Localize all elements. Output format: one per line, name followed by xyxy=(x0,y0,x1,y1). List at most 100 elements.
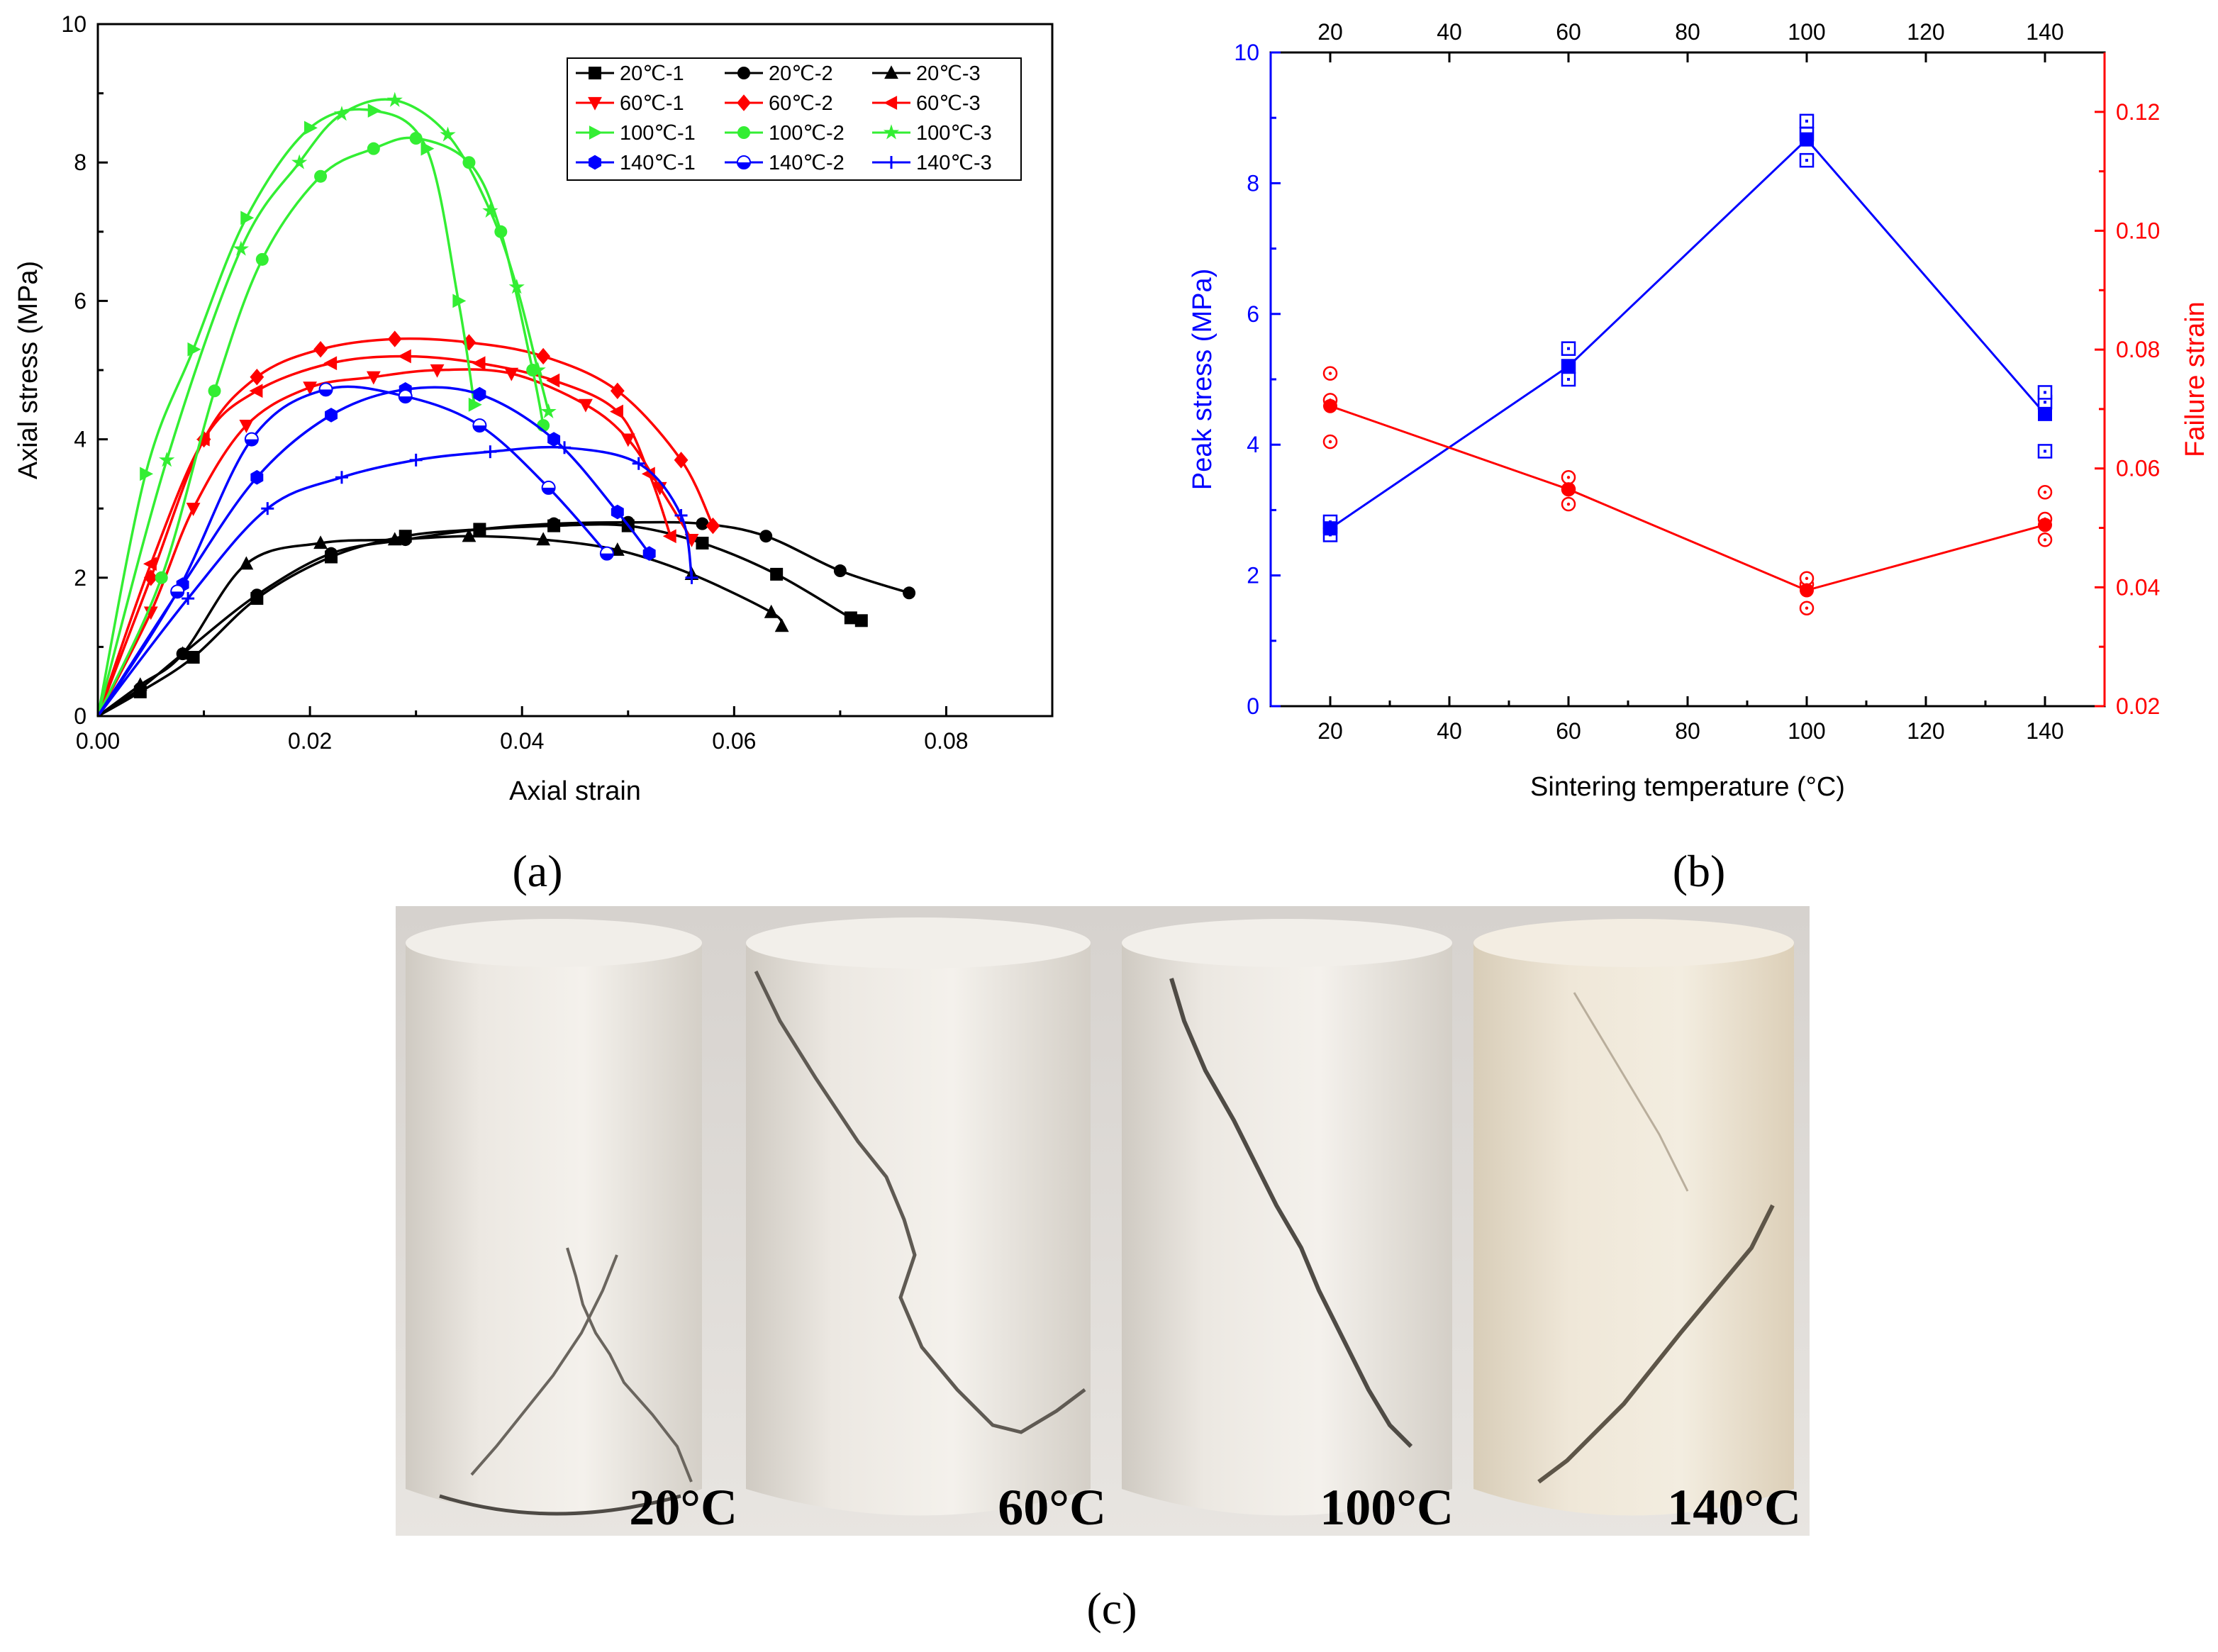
data-point xyxy=(611,504,624,520)
data-point xyxy=(244,432,259,447)
peak-stress-sample xyxy=(2037,385,2053,400)
data-point xyxy=(313,341,328,358)
y-tick-label: 10 xyxy=(61,11,87,37)
data-point xyxy=(430,364,445,378)
series-5 xyxy=(96,349,676,717)
crack-line xyxy=(1537,1204,1775,1484)
series-11 xyxy=(96,441,698,718)
data-point xyxy=(620,433,635,447)
data-point xyxy=(143,569,158,586)
data-point xyxy=(662,529,676,544)
legend-marker xyxy=(589,67,601,79)
legend-marker xyxy=(737,126,750,139)
y-left-tick-label: 2 xyxy=(1247,563,1259,588)
x-tick-label: 120 xyxy=(1907,718,1944,744)
series-line xyxy=(96,445,693,718)
x-tick-label: 40 xyxy=(1437,718,1462,744)
data-point xyxy=(323,356,338,371)
x-top-tick-label: 120 xyxy=(1907,19,1944,45)
panel-label-c: (c) xyxy=(1086,1583,1137,1634)
data-point xyxy=(641,467,655,481)
series-line xyxy=(96,98,550,717)
peak-stress-sample xyxy=(1561,341,1576,356)
photo-label-140c: 140°C xyxy=(1667,1479,1801,1536)
data-point xyxy=(854,614,868,627)
data-point xyxy=(536,347,551,365)
data-point xyxy=(314,169,328,183)
data-point xyxy=(508,279,525,294)
data-point xyxy=(462,528,477,542)
data-point xyxy=(398,389,413,404)
x-top-tick-label: 140 xyxy=(2026,19,2063,45)
legend-item: 100℃-3 xyxy=(872,122,992,145)
failure-strain-sample xyxy=(1561,496,1576,512)
failure-strain-mean-point xyxy=(1800,583,1814,598)
peak-stress-mean-point xyxy=(1800,132,1814,147)
stress-strain-chart: 0.00 0.02 0.04 0.06 0.08 0 2 4 6 8 10 Axial strai… xyxy=(13,11,1054,896)
legend-marker xyxy=(884,65,898,79)
photo-140c: 140°C xyxy=(1462,906,1810,1536)
failure-strain-sample xyxy=(2037,532,2053,547)
failure-strain-sample xyxy=(1561,470,1576,485)
data-point xyxy=(409,453,423,467)
series-1 xyxy=(97,515,916,718)
data-point xyxy=(325,547,338,560)
failure-strain-mean-point xyxy=(1323,398,1337,413)
legend-a: 20℃-1 20℃-2 20℃-3 60℃-1 60℃-2 60℃-3 100℃-1 100℃… xyxy=(567,57,1022,181)
y-right-tick-label: 0.10 xyxy=(2116,218,2160,243)
data-point xyxy=(468,397,482,412)
legend-item: 20℃-1 xyxy=(576,62,684,85)
peak-stress-sample xyxy=(1799,113,1815,129)
crack-line xyxy=(566,1247,693,1483)
data-point xyxy=(333,106,350,121)
legend-marker xyxy=(883,124,900,140)
peak-stress-line xyxy=(1330,138,2046,530)
y-tick-label: 6 xyxy=(74,288,87,313)
legend-item: 140℃-1 xyxy=(576,152,696,174)
data-point xyxy=(472,418,487,433)
photo-20c: 20°C xyxy=(396,906,739,1536)
legend-label: 60℃-3 xyxy=(916,92,981,115)
data-point xyxy=(540,403,557,419)
data-point xyxy=(250,369,264,386)
y-axis-label-a: Axial stress (MPa) xyxy=(13,261,43,479)
x-top-tick-label: 60 xyxy=(1556,19,1581,45)
data-point xyxy=(674,508,688,522)
data-point xyxy=(504,367,519,381)
series-line xyxy=(96,535,784,718)
legend-marker xyxy=(885,156,898,169)
data-point xyxy=(240,211,255,225)
peak-stress-mean-point xyxy=(2038,406,2052,421)
data-point xyxy=(187,342,201,357)
legend-item: 60℃-3 xyxy=(872,92,981,115)
panel-label-b: (b) xyxy=(1673,846,1726,896)
data-point xyxy=(770,567,784,581)
data-point xyxy=(387,532,402,546)
data-point xyxy=(558,441,572,454)
data-point xyxy=(291,154,308,169)
data-point xyxy=(250,469,264,485)
crack-line xyxy=(439,1494,681,1516)
data-point xyxy=(642,546,656,561)
crack-line xyxy=(754,970,1086,1434)
data-point xyxy=(420,141,435,156)
data-point xyxy=(182,592,195,605)
data-point xyxy=(140,467,154,481)
photo-label-20c: 20°C xyxy=(629,1479,737,1536)
series-line xyxy=(96,108,476,717)
specimen-cylinder xyxy=(1122,943,1452,1516)
data-point xyxy=(610,404,623,419)
data-point xyxy=(196,432,210,447)
legend-item: 100℃-1 xyxy=(576,122,696,145)
data-point xyxy=(903,586,916,600)
series-4 xyxy=(96,330,720,717)
data-point xyxy=(409,132,423,145)
data-point xyxy=(632,457,645,470)
data-point xyxy=(366,371,381,385)
data-point xyxy=(541,480,556,495)
legend-label: 20℃-2 xyxy=(769,62,833,85)
specimen-top xyxy=(746,917,1091,969)
legend-label: 140℃-2 xyxy=(769,152,845,174)
legend-item: 20℃-2 xyxy=(725,62,833,85)
